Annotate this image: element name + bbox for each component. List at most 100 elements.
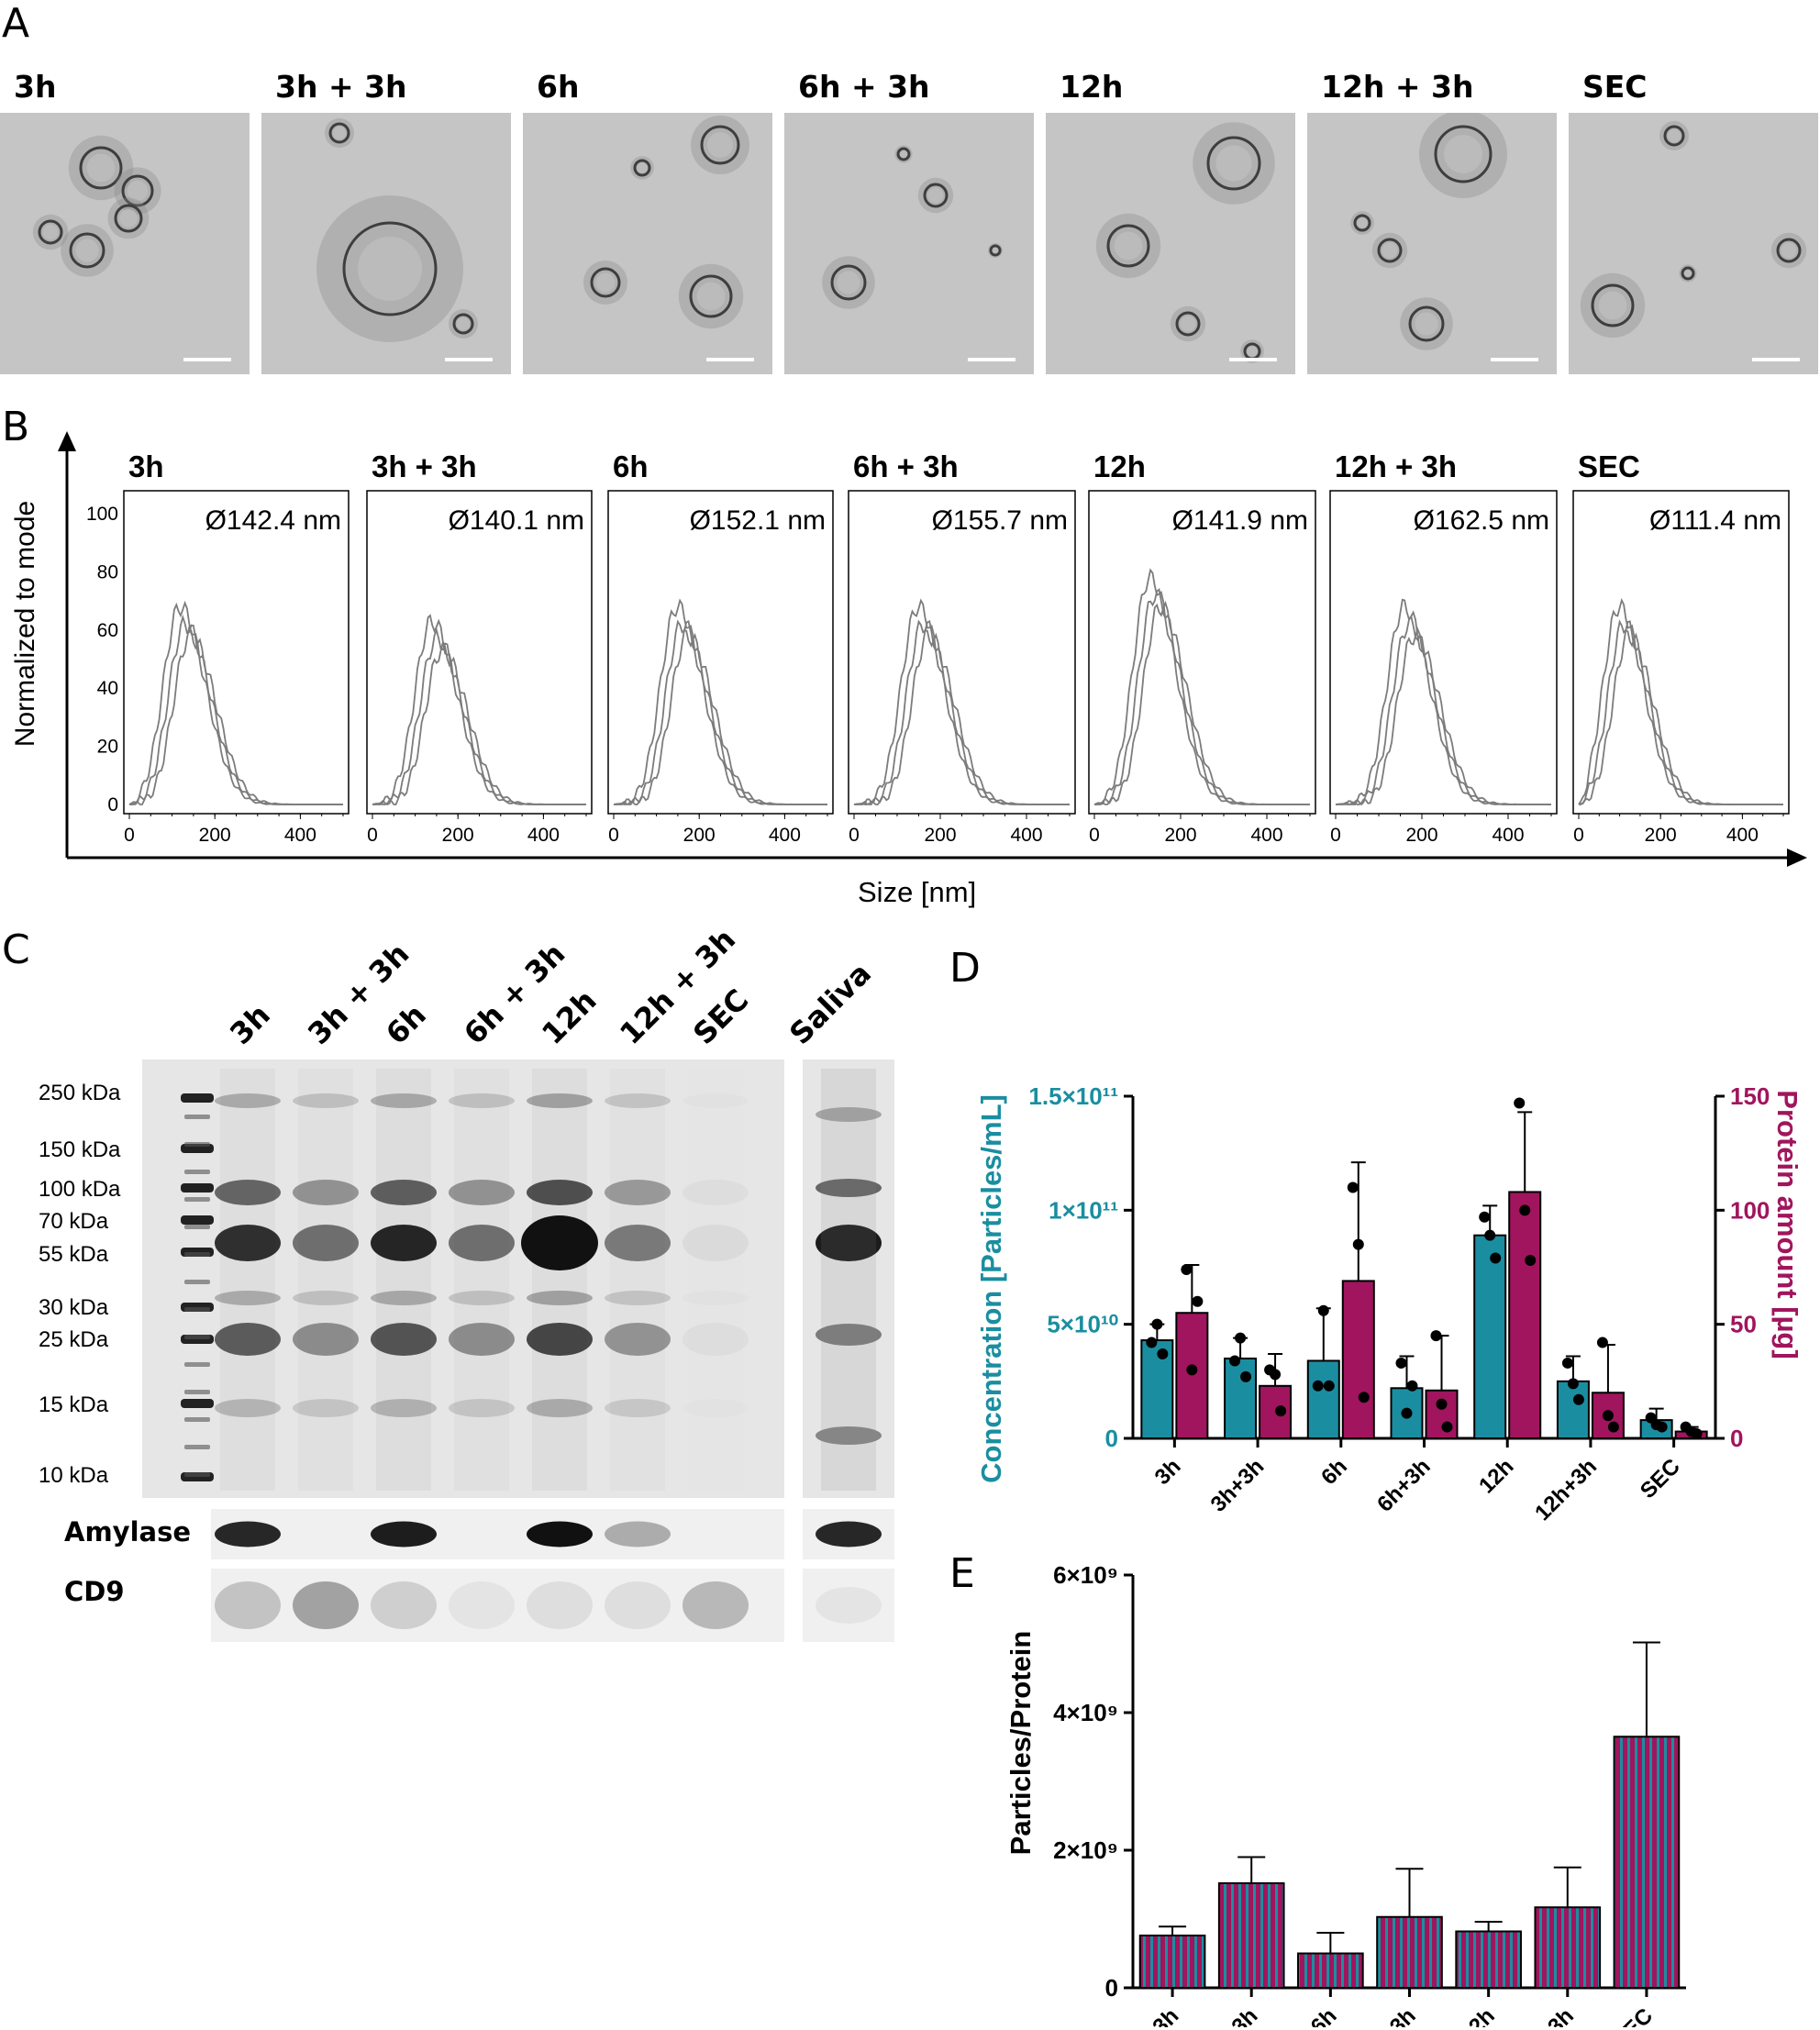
x-tick-label: 400 <box>1250 825 1282 846</box>
y2-tick-label: 50 <box>1730 1311 1757 1338</box>
data-point <box>1229 1355 1241 1367</box>
scale-bar <box>1752 358 1800 361</box>
nta-condition-label: 6h + 3h <box>853 449 959 483</box>
data-point <box>1235 1332 1247 1344</box>
gel-main <box>142 1059 784 1498</box>
data-point <box>1484 1229 1496 1241</box>
data-point <box>1186 1364 1198 1376</box>
bar <box>1534 1906 1602 1989</box>
blot-strip-saliva <box>803 1569 894 1642</box>
x-tick-label: 0 <box>124 825 135 846</box>
panel-letter-a: A <box>2 0 30 47</box>
x-tick-label: 200 <box>442 825 474 846</box>
data-point <box>1192 1295 1204 1307</box>
x-tick-label: SEC <box>1636 1454 1685 1503</box>
x-tick-label: 12h <box>1474 1454 1518 1498</box>
x-tick-label: 6h+3h <box>1358 2003 1421 2027</box>
marker-label: 15 kDa <box>39 1392 109 1417</box>
x-tick-label: 12h+3h <box>1507 2003 1579 2027</box>
x-tick-label: 6h+3h <box>1372 1454 1436 1517</box>
y-tick-label: 0 <box>1105 1425 1118 1452</box>
data-point <box>1181 1263 1193 1275</box>
x-tick-label: 3h <box>1150 1454 1186 1490</box>
panel-d-ylabel: Concentration [Particles/mL] <box>975 1094 1007 1483</box>
x-tick-label: 200 <box>683 825 716 846</box>
y-tick-label: 1.5×10¹¹ <box>1028 1082 1118 1110</box>
bar <box>1508 1191 1542 1439</box>
scale-bar <box>706 358 754 361</box>
data-point <box>1352 1238 1364 1250</box>
data-point <box>1691 1428 1703 1440</box>
bar <box>1138 1935 1206 1989</box>
data-point <box>1395 1357 1407 1369</box>
x-tick-label: 200 <box>1645 825 1677 846</box>
bar <box>1455 1930 1522 1989</box>
data-point <box>1240 1370 1252 1382</box>
data-point <box>1602 1410 1614 1422</box>
nta-condition-label: 12h <box>1093 449 1146 483</box>
nta-subplot: 6h + 3h Ø155.7 nm 0 200 400 <box>848 449 1076 846</box>
data-point <box>1146 1337 1158 1348</box>
nta-subplot: 12h + 3h Ø162.5 nm 0 200 400 <box>1329 449 1558 846</box>
em-image <box>784 113 1034 374</box>
data-point <box>1441 1421 1453 1433</box>
nta-subplot: 12h Ø141.9 nm 0 200 400 <box>1088 449 1316 846</box>
scale-bar <box>445 358 493 361</box>
em-image <box>1307 113 1557 374</box>
data-point <box>1347 1181 1359 1193</box>
x-tick-label: 0 <box>1573 825 1584 846</box>
data-point <box>1607 1421 1619 1433</box>
x-tick-label: 400 <box>284 825 316 846</box>
scale-bar <box>183 358 231 361</box>
data-point <box>1525 1255 1537 1267</box>
em-condition-label: 3h <box>14 69 57 105</box>
data-point <box>1317 1304 1329 1316</box>
mean-diameter-label: Ø155.7 nm <box>932 505 1068 536</box>
x-tick-label: 12h+3h <box>1530 1454 1602 1525</box>
panel-letter-d: D <box>949 945 981 992</box>
em-image <box>261 113 511 374</box>
bar <box>1140 1339 1174 1439</box>
scale-bar <box>1491 358 1538 361</box>
panel-e-chart: 0 2×10⁹ 4×10⁹ 6×10⁹ 3h 3h+3h 6h 6h+3h 12h 12h+3h S… <box>1053 1561 1686 2027</box>
nta-subplot: SEC Ø111.4 nm 0 200 400 <box>1572 449 1790 846</box>
marker-label: 150 kDa <box>39 1137 121 1162</box>
mean-diameter-label: Ø141.9 nm <box>1172 505 1308 536</box>
data-point <box>1490 1252 1502 1264</box>
x-tick-label: 400 <box>1492 825 1524 846</box>
y-tick-label: 80 <box>97 561 118 582</box>
y-tick-label: 40 <box>97 678 118 699</box>
em-condition-label: 12h + 3h <box>1321 69 1474 105</box>
bar <box>1473 1234 1507 1439</box>
lane-label: SEC <box>686 982 756 1051</box>
mean-diameter-label: Ø142.4 nm <box>205 505 341 536</box>
x-tick-label: 200 <box>199 825 231 846</box>
em-condition-label: 3h + 3h <box>275 69 407 105</box>
data-point <box>1656 1421 1668 1433</box>
marker-label: 55 kDa <box>39 1242 109 1267</box>
blot-strip <box>211 1569 784 1642</box>
blot-label: CD9 <box>64 1576 125 1607</box>
bar <box>1259 1384 1293 1440</box>
size-distribution-curve <box>854 628 1070 805</box>
nta-condition-label: 3h + 3h <box>372 449 477 483</box>
x-tick-label: SEC <box>1608 2003 1658 2027</box>
data-point <box>1401 1407 1413 1419</box>
scale-bar <box>1229 358 1277 361</box>
data-point <box>1358 1392 1370 1403</box>
x-tick-label: 200 <box>1405 825 1437 846</box>
y-tick-label: 5×10¹⁰ <box>1047 1311 1118 1338</box>
nta-condition-label: 6h <box>613 449 649 483</box>
data-point <box>1275 1405 1287 1417</box>
panel-d-y2label: Protein amount [µg] <box>1771 1090 1803 1359</box>
bar <box>1425 1389 1459 1439</box>
x-tick-label: 0 <box>367 825 378 846</box>
bar <box>1613 1736 1681 1989</box>
data-point <box>1430 1330 1442 1342</box>
marker-label: 250 kDa <box>39 1081 121 1105</box>
data-point <box>1596 1337 1608 1348</box>
data-point <box>1406 1380 1418 1392</box>
gel-saliva <box>803 1059 894 1498</box>
x-tick-label: 0 <box>608 825 619 846</box>
